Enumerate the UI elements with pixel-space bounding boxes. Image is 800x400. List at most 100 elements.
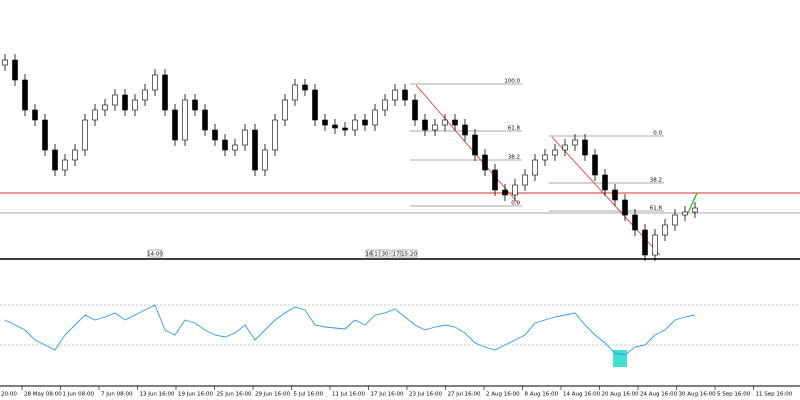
candle-body [682, 211, 688, 216]
x-tick-label: 2 Aug 16:00 [486, 392, 520, 398]
candle-body [12, 59, 18, 81]
candle-body [132, 99, 138, 111]
candle-body [692, 207, 698, 213]
candle-body [142, 89, 148, 101]
candle-body [612, 189, 618, 201]
candle-body [172, 109, 178, 141]
candle-body [652, 234, 658, 256]
x-tick-label: 23 Jul 16:00 [409, 392, 442, 398]
candle-body [2, 59, 8, 66]
x-tick-label: 11 Sep 16:00 [756, 392, 793, 398]
candle-body [82, 119, 88, 151]
time-box-label: 30 [382, 252, 389, 258]
candle-body [222, 139, 228, 151]
fib-label: 38.2 [650, 178, 662, 184]
candle-body [112, 94, 118, 106]
x-tick-label: 28 May 08:00 [24, 392, 62, 398]
candle-body [362, 119, 368, 126]
candle-body [572, 139, 578, 146]
x-tick-label: 7 Jun 08:00 [101, 392, 133, 398]
candle-body [522, 174, 528, 186]
candle-body [212, 129, 218, 141]
x-tick-label: 29 Jun 16:00 [255, 392, 290, 398]
candle-body [32, 109, 38, 121]
candle-body [472, 134, 478, 156]
candle-body [52, 149, 58, 171]
candle-body [452, 119, 458, 126]
candle-body [202, 109, 208, 131]
candle-body [122, 94, 128, 111]
x-tick-label: 20 Aug 16:00 [602, 392, 640, 398]
candle-body [422, 119, 428, 131]
candle-body [302, 84, 308, 91]
candle-body [622, 199, 628, 216]
candle-body [232, 144, 238, 151]
x-tick-label: 11 Jul 16:00 [332, 392, 365, 398]
candle-body [532, 159, 538, 176]
candle-body [92, 109, 98, 121]
candle-body [662, 224, 668, 236]
candle-body [342, 127, 348, 131]
time-box-label: 16 [366, 252, 373, 258]
candle-body [72, 149, 78, 161]
candle-body [552, 149, 558, 156]
x-tick-label: 25 Jun 16:00 [217, 392, 252, 398]
candle-body [602, 174, 608, 191]
time-box-label: 14:00 [147, 252, 163, 258]
candle-body [62, 159, 68, 171]
x-tick-label: 17 Jul 16:00 [371, 392, 404, 398]
candle-body [482, 154, 488, 171]
candle-body [392, 89, 398, 101]
candle-body [592, 154, 598, 176]
fib-label: 61.8 [650, 206, 663, 212]
candle-body [162, 74, 168, 111]
x-tick-label: 14 Aug 16:00 [563, 392, 601, 398]
candle-body [492, 169, 498, 191]
candle-body [332, 124, 338, 129]
candle-body [512, 184, 518, 196]
candle-body [192, 99, 198, 111]
candle-body [242, 129, 248, 146]
x-tick-label: 13 Jun 16:00 [140, 392, 175, 398]
candle-body [372, 109, 378, 126]
time-box [391, 249, 401, 258]
fib-trend [551, 136, 661, 256]
x-tick-label: 5 Jul 16:00 [294, 392, 324, 398]
x-tick-label: 8 Aug 16:00 [525, 392, 559, 398]
candle-body [262, 149, 268, 171]
time-box [400, 249, 418, 258]
x-tick-label: 30 Aug 16:00 [679, 392, 717, 398]
candle-body [642, 229, 648, 256]
candle-body [352, 119, 358, 131]
fib-label: 0.0 [511, 201, 520, 207]
candle-body [282, 99, 288, 121]
candle-body [102, 104, 108, 111]
x-tick-label: 5 Sep 16:00 [717, 392, 751, 398]
time-box [365, 249, 373, 258]
fib-label: 100.0 [504, 79, 520, 85]
green-line [687, 192, 698, 214]
candle-body [462, 124, 468, 136]
x-tick-label: 19 Jun 16:00 [178, 392, 213, 398]
candle-body [182, 99, 188, 141]
candle-body [542, 154, 548, 161]
x-tick-label: 1 Jun 08:00 [63, 392, 95, 398]
time-box-label: 15:20 [401, 252, 417, 258]
fib-label: 38.2 [508, 155, 520, 161]
candle-body [312, 89, 318, 121]
x-tick-label: 27 Jul 16:00 [448, 392, 481, 398]
candle-body [272, 119, 278, 151]
candle-body [152, 74, 158, 91]
fib-label: 0.0 [653, 131, 662, 137]
time-box-label: 1 [374, 252, 378, 258]
candle-body [292, 84, 298, 101]
time-box [379, 249, 391, 258]
candle-body [672, 214, 678, 226]
time-box-label: 17 [393, 252, 400, 258]
x-tick-label: 20:00 [1, 392, 17, 398]
candle-body [42, 119, 48, 151]
candle-body [502, 189, 508, 196]
candle-body [22, 79, 28, 111]
